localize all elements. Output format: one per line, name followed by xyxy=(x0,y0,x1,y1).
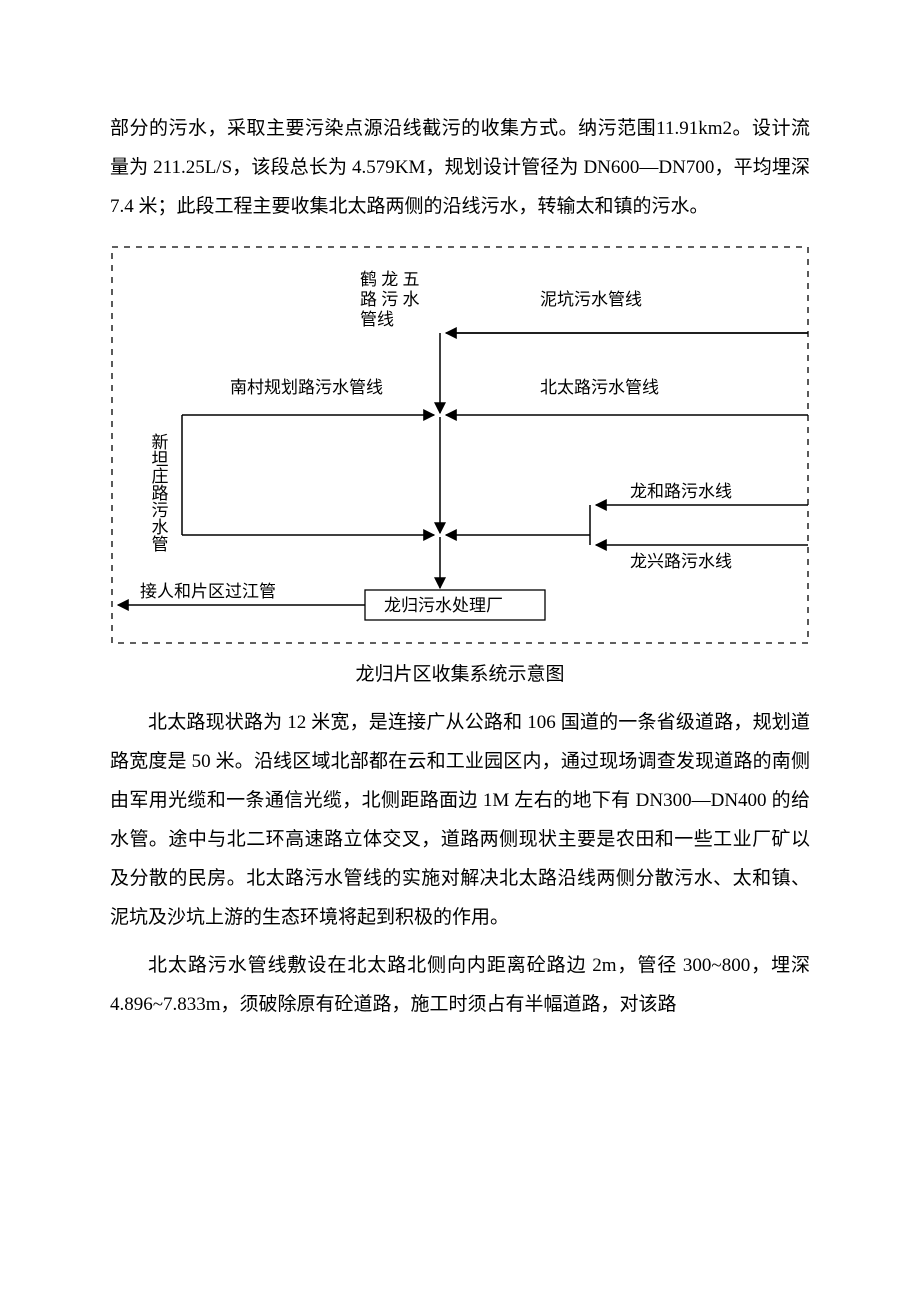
label-center-top-2: 路 污 水 xyxy=(360,290,420,309)
flowchart-svg: 鹤 龙 五 路 污 水 管线 泥坑污水管线 北太路污水管线 南村规划路污水管线 … xyxy=(110,245,810,645)
diagram-container: 鹤 龙 五 路 污 水 管线 泥坑污水管线 北太路污水管线 南村规划路污水管线 … xyxy=(110,245,810,645)
paragraph-2: 北太路现状路为 12 米宽，是连接广从公路和 106 国道的一条省级道路，规划道… xyxy=(110,704,810,938)
label-output: 龙归污水处理厂 xyxy=(384,596,503,615)
label-center-top-1: 鹤 龙 五 xyxy=(360,270,420,289)
paragraph-1: 部分的污水，采取主要污染点源沿线截污的收集方式。纳污范围11.91km2。设计流… xyxy=(110,110,810,227)
label-xintan: 新坦庄路污水管 xyxy=(149,433,169,552)
label-beitai: 北太路污水管线 xyxy=(540,378,659,397)
label-nancun: 南村规划路污水管线 xyxy=(230,378,383,397)
label-longhe: 龙和路污水线 xyxy=(630,482,732,501)
diagram-caption: 龙归片区收集系统示意图 xyxy=(110,659,810,686)
label-center-top-3: 管线 xyxy=(360,310,394,329)
page: 部分的污水，采取主要污染点源沿线截污的收集方式。纳污范围11.91km2。设计流… xyxy=(0,0,920,1302)
label-out-left: 接人和片区过江管 xyxy=(140,582,276,601)
paragraph-3: 北太路污水管线敷设在北太路北侧向内距离砼路边 2m，管径 300~800，埋深 … xyxy=(110,947,810,1025)
label-niken: 泥坑污水管线 xyxy=(540,290,642,309)
label-longxing: 龙兴路污水线 xyxy=(630,552,732,571)
